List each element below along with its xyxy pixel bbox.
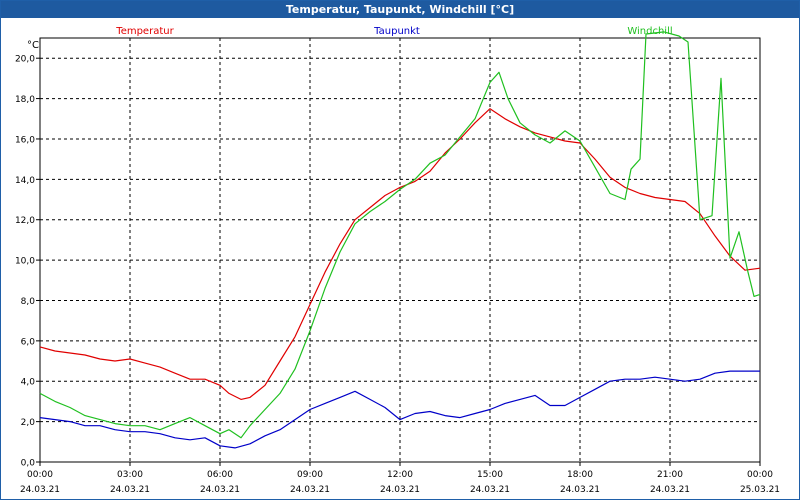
x-tick-label: 03:00 (117, 470, 143, 480)
y-tick-label: 20,0 (15, 55, 35, 65)
legend-taupunkt: Taupunkt (373, 26, 420, 37)
y-tick-label: 6,0 (21, 337, 36, 347)
y-tick-label: 12,0 (15, 216, 35, 226)
x-date-label: 25.03.21 (740, 485, 780, 495)
x-tick-label: 12:00 (387, 470, 413, 480)
y-tick-label: 8,0 (21, 297, 36, 307)
x-date-label: 24.03.21 (380, 485, 420, 495)
y-unit-label: °C (27, 40, 39, 51)
series-line-temperatur (39, 108, 761, 400)
series-line-taupunkt (39, 370, 760, 449)
x-date-label: 24.03.21 (200, 485, 240, 495)
x-date-label: 24.03.21 (650, 485, 690, 495)
x-tick-label: 18:00 (567, 470, 593, 480)
y-tick-label: 16,0 (15, 135, 35, 145)
y-tick-label: 18,0 (15, 95, 35, 105)
x-date-label: 24.03.21 (290, 485, 330, 495)
x-date-label: 24.03.21 (110, 485, 150, 495)
legend-temperatur: Temperatur (115, 26, 174, 37)
x-tick-label: 00:00 (747, 470, 773, 480)
x-tick-label: 15:00 (477, 470, 503, 480)
series-line-windchill (39, 31, 761, 439)
x-date-label: 24.03.21 (560, 485, 600, 495)
x-tick-label: 00:00 (27, 470, 53, 480)
y-tick-label: 0,0 (21, 459, 36, 469)
x-date-label: 24.03.21 (470, 485, 510, 495)
y-tick-label: 2,0 (21, 418, 36, 428)
y-tick-label: 14,0 (15, 176, 35, 186)
x-tick-label: 21:00 (657, 470, 683, 480)
x-tick-label: 06:00 (207, 470, 233, 480)
x-tick-label: 09:00 (297, 470, 323, 480)
chart-title: Temperatur, Taupunkt, Windchill [°C] (1, 1, 799, 18)
legend-windchill: Windchill (627, 26, 672, 37)
x-date-label: 24.03.21 (20, 485, 60, 495)
y-tick-label: 4,0 (21, 378, 36, 388)
y-tick-label: 10,0 (15, 257, 35, 267)
